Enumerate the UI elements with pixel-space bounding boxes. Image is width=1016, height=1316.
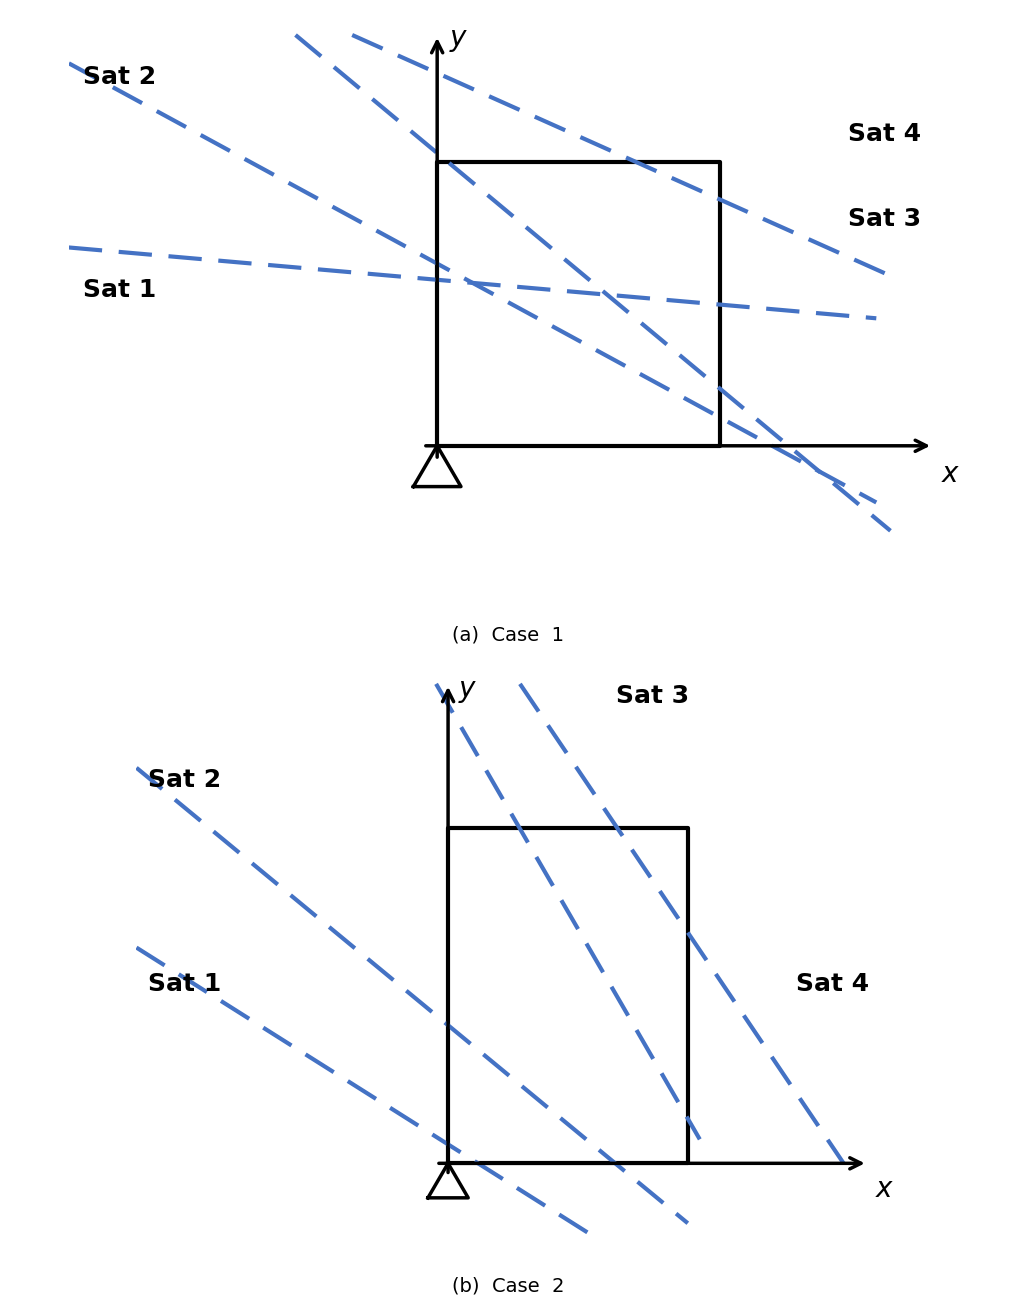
Text: Sat 2: Sat 2 xyxy=(148,767,221,792)
Text: $x$: $x$ xyxy=(875,1175,894,1203)
Text: Sat 1: Sat 1 xyxy=(148,971,221,995)
Text: $y$: $y$ xyxy=(448,26,468,54)
Text: Sat 2: Sat 2 xyxy=(83,66,156,89)
Text: Sat 4: Sat 4 xyxy=(848,122,922,146)
Text: $y$: $y$ xyxy=(457,676,478,704)
Text: Sat 4: Sat 4 xyxy=(796,971,869,995)
Text: (b)  Case  2: (b) Case 2 xyxy=(452,1277,564,1295)
Text: $x$: $x$ xyxy=(942,461,961,488)
Text: (a)  Case  1: (a) Case 1 xyxy=(452,625,564,644)
Text: Sat 1: Sat 1 xyxy=(83,278,156,301)
Text: Sat 3: Sat 3 xyxy=(848,207,922,232)
Text: Sat 3: Sat 3 xyxy=(616,684,689,708)
